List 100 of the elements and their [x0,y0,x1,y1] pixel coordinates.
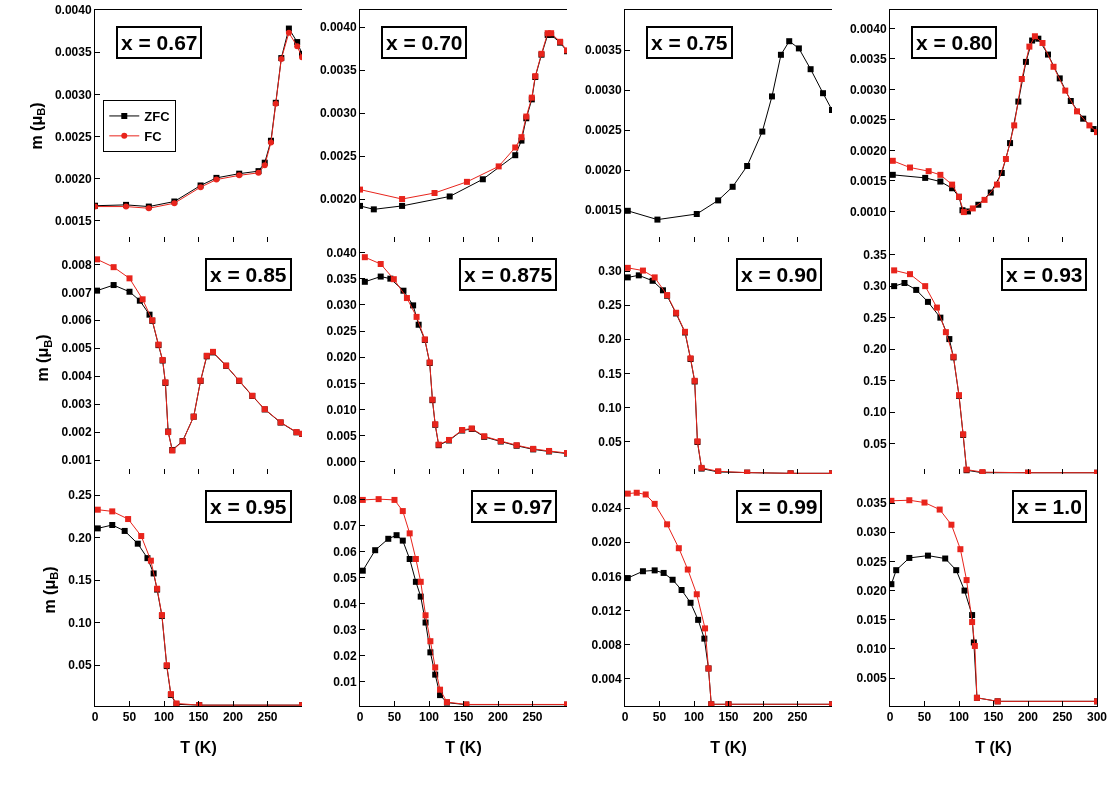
y-tick-label: 0.05 [598,434,622,449]
y-tick-label: 0.10 [598,400,622,415]
y-tick-label: 0.020 [326,350,357,365]
y-tick-label: 0.03 [333,622,357,637]
x-tick-label: 250 [522,710,543,725]
y-tick-label: 0.05 [333,570,357,585]
annotation: x = 0.75 [651,31,728,54]
x-tick-label: 150 [453,710,474,725]
y-tick-label: 0.02 [333,648,357,663]
y-tick-label: 0.035 [326,271,357,286]
y-tick-label: 0.07 [333,519,357,534]
y-tick-label: 0.015 [326,376,357,391]
y-tick-label: 0.30 [598,264,622,279]
y-tick-label: 0.0015 [584,203,622,218]
x-tick-label: 50 [917,710,932,725]
y-tick-label: 0.005 [61,341,92,356]
x-tick-label: 0 [621,710,629,725]
y-tick-label: 0.015 [856,612,887,627]
x-tick-label: 0 [886,710,894,725]
y-tick-label: 0.0030 [54,87,92,102]
annotation: x = 0.93 [1006,263,1083,286]
y-tick-label: 0.040 [326,245,357,260]
y-tick-label: 0.000 [326,455,357,470]
y-tick-label: 0.0020 [54,171,92,186]
y-tick-label: 0.08 [333,493,357,508]
y-tick-label: 0.025 [856,554,887,569]
y-tick-label: 0.0020 [319,192,357,207]
x-axis-title: T (K) [975,739,1012,757]
annotation: x = 0.95 [210,495,287,518]
x-axis-title: T (K) [445,739,482,757]
y-tick-label: 0.0010 [849,204,887,219]
annotation: x = 0.70 [386,31,463,54]
y-tick-label: 0.020 [591,535,622,550]
y-tick-label: 0.003 [61,397,92,412]
annotation: x = 0.97 [476,495,553,518]
y-tick-label: 0.15 [863,373,887,388]
annotation: x = 0.85 [210,263,287,286]
y-tick-label: 0.0035 [849,52,887,67]
y-tick-label: 0.0015 [54,214,92,229]
y-tick-label: 0.010 [326,402,357,417]
y-tick-label: 0.35 [863,247,887,262]
y-tick-label: 0.012 [591,603,622,618]
y-tick-label: 0.007 [61,285,92,300]
x-tick-label: 100 [153,710,175,725]
y-tick-label: 0.05 [68,658,92,673]
y-tick-label: 0.10 [68,615,92,630]
x-tick-label: 50 [387,710,402,725]
x-tick-label: 100 [683,710,705,725]
y-tick-label: 0.004 [61,369,92,384]
y-tick-label: 0.030 [326,298,357,313]
y-tick-label: 0.0030 [849,82,887,97]
y-tick-label: 0.006 [61,313,92,328]
annotation: x = 0.99 [741,495,818,518]
y-tick-label: 0.20 [863,342,887,357]
y-tick-label: 0.024 [591,501,622,516]
y-tick-label: 0.016 [591,569,622,584]
x-tick-label: 0 [91,710,99,725]
y-tick-label: 0.0020 [584,163,622,178]
x-tick-label: 200 [487,710,509,725]
y-tick-label: 0.0015 [849,174,887,189]
annotation: x = 0.875 [464,263,553,286]
y-tick-label: 0.030 [856,525,887,540]
y-tick-label: 0.15 [598,366,622,381]
y-tick-label: 0.0025 [319,149,357,164]
x-tick-label: 150 [983,710,1004,725]
y-tick-label: 0.0030 [319,106,357,121]
x-axis-title: T (K) [710,739,747,757]
x-tick-label: 0 [356,710,364,725]
y-tick-label: 0.20 [598,332,622,347]
y-tick-label: 0.0040 [849,21,887,36]
y-tick-label: 0.0035 [319,63,357,78]
annotation: x = 0.90 [741,263,818,286]
x-tick-label: 50 [122,710,137,725]
y-tick-label: 0.0020 [849,143,887,158]
legend-label: ZFC [144,109,171,125]
y-tick-label: 0.06 [333,544,357,559]
y-tick-label: 0.04 [333,596,357,611]
y-tick-label: 0.05 [863,436,887,451]
x-tick-label: 150 [188,710,209,725]
x-tick-label: 250 [257,710,278,725]
x-axis-title: T (K) [180,739,217,757]
y-tick-label: 0.0040 [319,20,357,35]
x-tick-label: 50 [652,710,667,725]
y-tick-label: 0.0030 [584,83,622,98]
y-tick-label: 0.20 [68,530,92,545]
y-tick-label: 0.010 [856,642,887,657]
x-tick-label: 200 [222,710,244,725]
x-tick-label: 250 [787,710,808,725]
x-tick-label: 300 [1086,710,1108,725]
y-tick-label: 0.0025 [54,129,92,144]
y-tick-label: 0.0025 [584,123,622,138]
y-tick-label: 0.10 [863,405,887,420]
x-tick-label: 200 [1017,710,1039,725]
y-tick-label: 0.25 [863,310,887,325]
y-tick-label: 0.0035 [54,45,92,60]
y-tick-label: 0.004 [591,671,622,686]
y-tick-label: 0.001 [61,453,92,468]
x-tick-label: 100 [418,710,440,725]
y-tick-label: 0.15 [68,573,92,588]
y-tick-label: 0.005 [856,671,887,686]
